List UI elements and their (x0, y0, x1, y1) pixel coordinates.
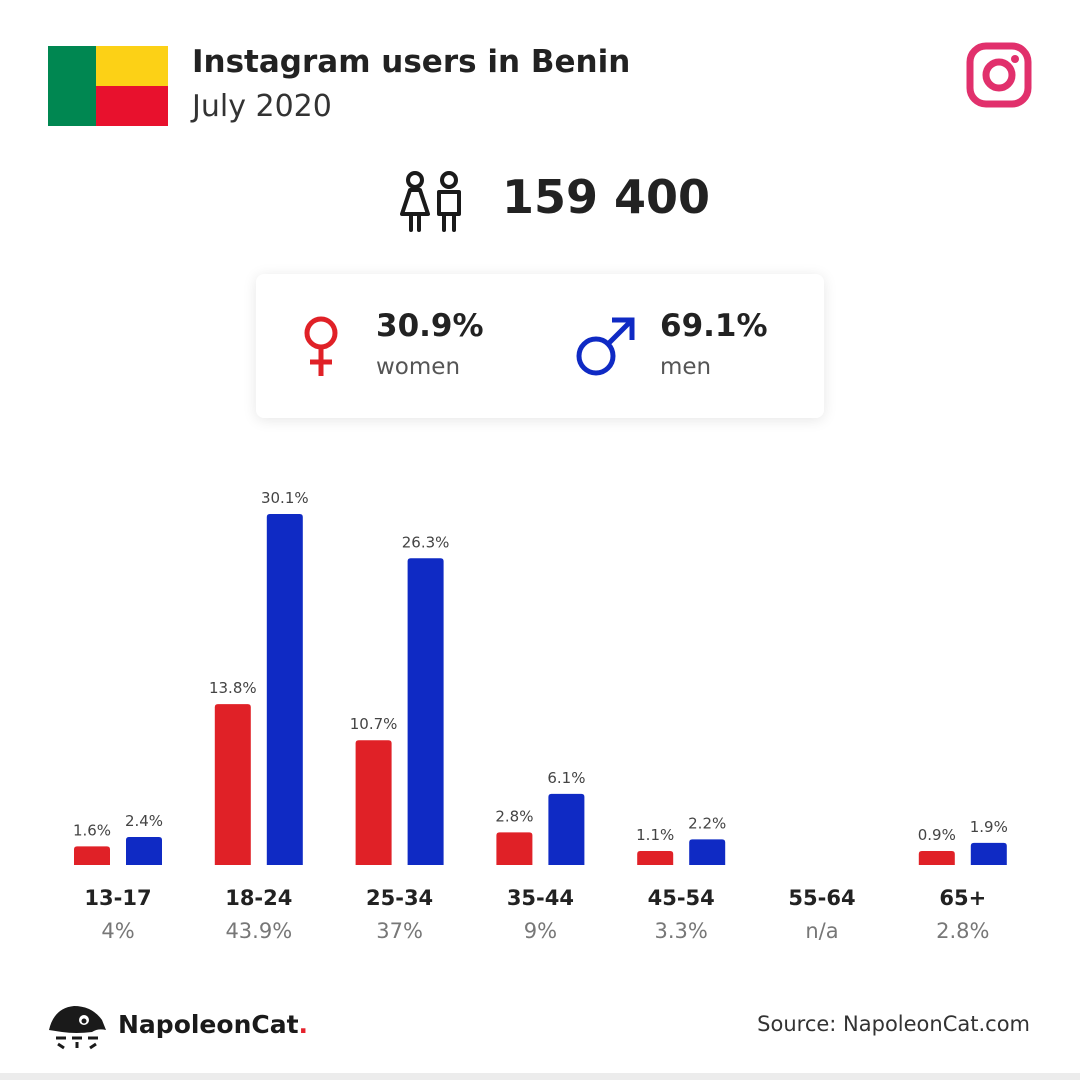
women-percentage: 30.9% (376, 308, 484, 344)
napoleoncat-logo (49, 1006, 106, 1050)
category-total-18-24: 43.9% (225, 919, 292, 943)
category-total-55-64: n/a (805, 919, 838, 943)
data-label-men-35-44: 6.1% (547, 769, 585, 787)
bottom-strip (0, 1073, 1080, 1080)
category-label-18-24: 18-24 (225, 886, 292, 910)
men-percentage: 69.1% (660, 308, 768, 344)
category-label-45-54: 45-54 (648, 886, 715, 910)
total-users: 159 400 (502, 170, 711, 224)
page-title: Instagram users in Benin (192, 44, 631, 80)
data-label-men-25-34: 26.3% (402, 533, 450, 551)
bar-men-25-34 (407, 558, 444, 865)
source-text: Source: NapoleonCat.com (757, 1012, 1030, 1036)
flag-green-band (48, 46, 96, 126)
page-subtitle: July 2020 (192, 89, 332, 124)
bar-women-35-44 (496, 832, 533, 865)
bar-men-65+ (970, 842, 1007, 865)
category-label-55-64: 55-64 (788, 886, 855, 910)
bar-women-65+ (918, 851, 955, 865)
brand-name: NapoleonCat. (118, 1010, 308, 1039)
men-label: men (660, 354, 712, 380)
data-label-women-18-24: 13.8% (209, 679, 257, 697)
data-label-women-35-44: 2.8% (495, 807, 533, 825)
category-label-13-17: 13-17 (84, 886, 151, 910)
gender-card (256, 274, 824, 418)
data-label-men-65+: 1.9% (970, 818, 1008, 836)
category-total-13-17: 4% (101, 919, 134, 943)
benin-flag (48, 46, 168, 126)
age-gender-bar-chart: 1.6% 2.4% 13-17 4% 13.8% 30.1% 18-24 43.9% 10.7%… (73, 489, 1008, 943)
data-label-women-65+: 0.9% (918, 826, 956, 844)
male-symbol-icon (576, 317, 635, 376)
category-total-25-34: 37% (376, 919, 423, 943)
category-total-35-44: 9% (524, 919, 557, 943)
flag-red-band (96, 86, 168, 126)
brand-dot: . (298, 1010, 309, 1039)
data-label-men-45-54: 2.2% (688, 814, 726, 832)
data-label-men-13-17: 2.4% (125, 812, 163, 830)
category-label-35-44: 35-44 (507, 886, 574, 910)
category-label-25-34: 25-34 (366, 886, 433, 910)
brand-text: NapoleonCat (118, 1010, 299, 1039)
bar-women-45-54 (637, 851, 674, 865)
category-label-65+: 65+ (939, 886, 986, 910)
women-label: women (376, 354, 461, 380)
data-label-women-13-17: 1.6% (73, 821, 111, 839)
bar-women-25-34 (355, 740, 392, 865)
flag-yellow-band (96, 46, 168, 86)
bar-men-45-54 (689, 839, 726, 865)
bar-men-35-44 (548, 793, 585, 865)
category-total-65+: 2.8% (936, 919, 989, 943)
bar-women-18-24 (214, 704, 251, 865)
bar-women-13-17 (74, 846, 110, 865)
bar-men-13-17 (126, 837, 162, 865)
category-total-45-54: 3.3% (655, 919, 708, 943)
data-label-men-18-24: 30.1% (261, 489, 309, 507)
female-symbol-icon (304, 316, 338, 376)
instagram-icon (966, 42, 1032, 108)
data-label-women-45-54: 1.1% (636, 826, 674, 844)
bar-men-18-24 (266, 514, 303, 865)
data-label-women-25-34: 10.7% (350, 715, 398, 733)
users-icon (400, 171, 461, 232)
